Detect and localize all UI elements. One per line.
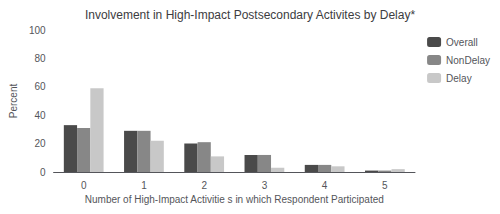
svg-text:3: 3 xyxy=(262,180,268,191)
svg-text:1: 1 xyxy=(141,180,147,191)
svg-text:Percent: Percent xyxy=(8,84,19,119)
svg-text:40: 40 xyxy=(34,110,46,121)
svg-text:Involvement in High-Impact Pos: Involvement in High-Impact Postsecondary… xyxy=(85,8,415,22)
svg-text:80: 80 xyxy=(34,53,46,64)
svg-text:20: 20 xyxy=(34,138,46,149)
svg-text:0: 0 xyxy=(81,180,87,191)
svg-text:Number of High-Impact Activiti: Number of High-Impact Activitie s in whi… xyxy=(85,194,384,205)
svg-text:0: 0 xyxy=(40,167,46,178)
svg-text:Overall: Overall xyxy=(446,37,478,48)
svg-text:2: 2 xyxy=(201,180,207,191)
svg-text:4: 4 xyxy=(322,180,328,191)
svg-text:5: 5 xyxy=(382,180,388,191)
svg-text:60: 60 xyxy=(34,81,46,92)
svg-text:NonDelay: NonDelay xyxy=(446,55,490,66)
svg-text:100: 100 xyxy=(29,25,46,36)
svg-text:Delay: Delay xyxy=(446,73,472,84)
